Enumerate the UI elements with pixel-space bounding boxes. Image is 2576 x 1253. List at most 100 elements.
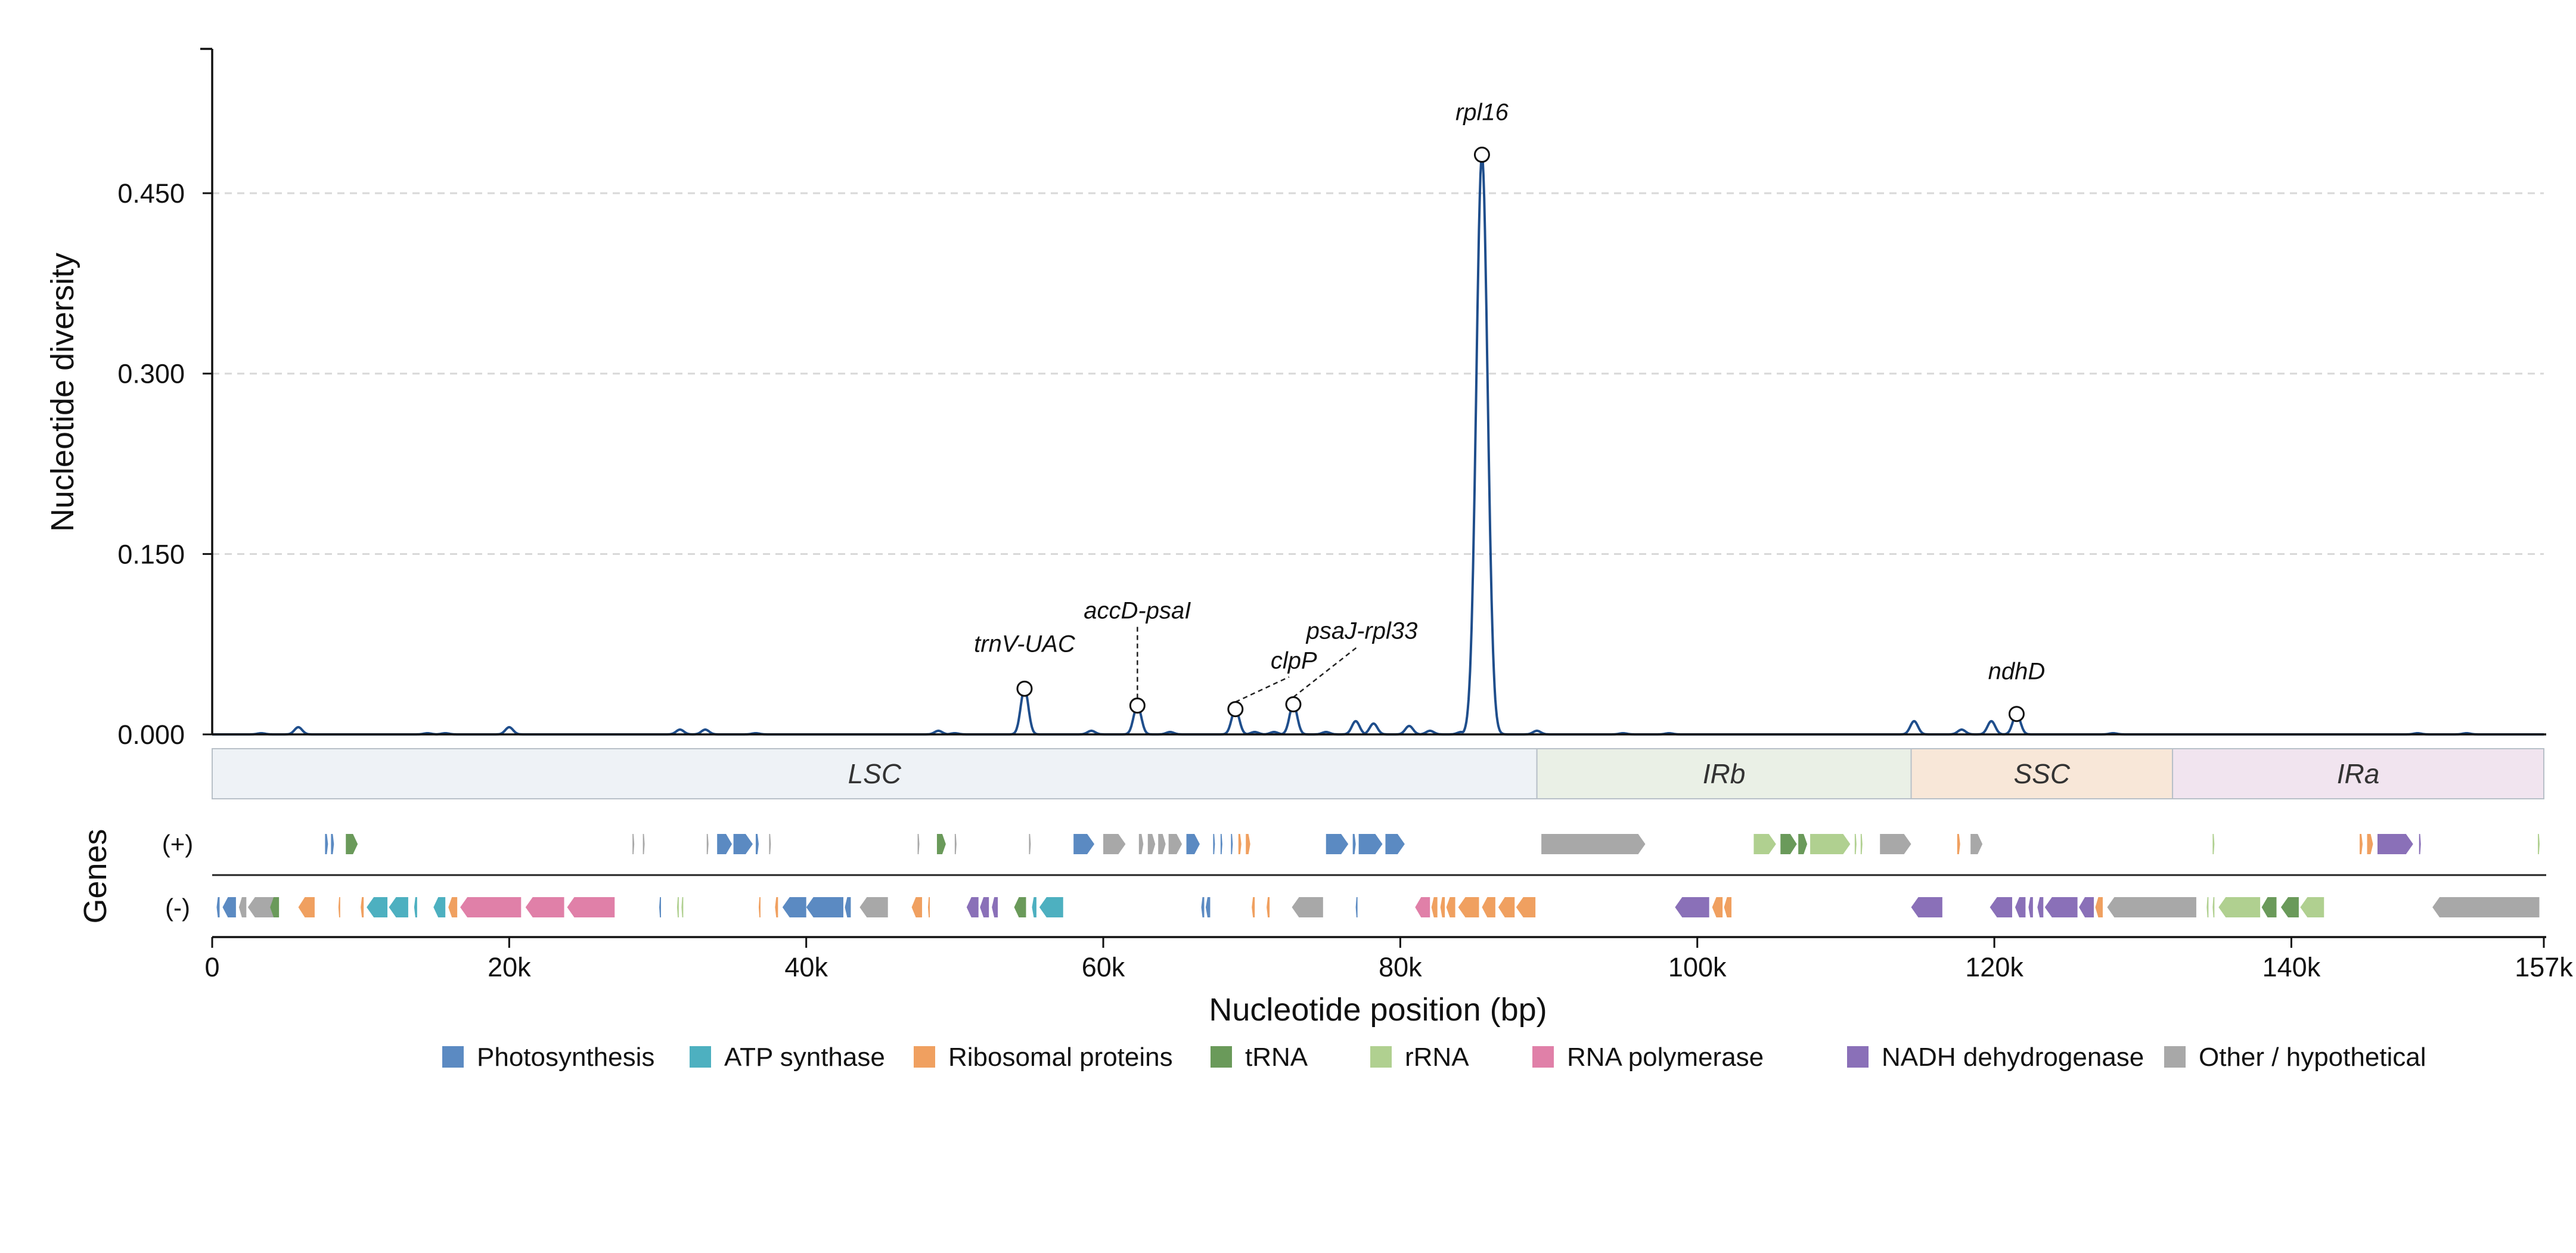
- gene-block: [954, 834, 957, 854]
- gene-block: [525, 897, 564, 917]
- x-tick-label: 157k: [2515, 952, 2573, 982]
- gene-tracks: [212, 834, 2546, 917]
- gene-block: [460, 897, 522, 917]
- gene-block: [755, 834, 759, 854]
- gene-block: [1186, 834, 1200, 854]
- region-ssc: [1910, 748, 2174, 799]
- gene-block: [222, 897, 236, 917]
- legend-entry: ATP synthase: [724, 1043, 885, 1072]
- y-tick-label: 0.150: [117, 539, 185, 569]
- legend-entry: Ribosomal proteins: [948, 1043, 1173, 1072]
- gene-block: [1292, 897, 1323, 917]
- gene-block: [2419, 834, 2421, 854]
- gene-block: [936, 834, 946, 854]
- annotation-leader: [1293, 646, 1358, 698]
- gene-block: [917, 834, 920, 854]
- region-label: SSC: [2014, 758, 2071, 789]
- gene-block: [1352, 834, 1356, 854]
- gene-block: [1753, 834, 1776, 854]
- legend-swatch: [690, 1046, 711, 1068]
- peak-marker: [1016, 680, 1033, 697]
- y-tick-label: 0.000: [117, 719, 185, 750]
- diversity-line: [212, 153, 2544, 736]
- diversity-series: [212, 153, 2544, 736]
- x-tick-label: 80k: [1379, 952, 1422, 982]
- gene-block: [1168, 834, 1183, 854]
- gene-block: [1103, 834, 1126, 854]
- gene-block: [1147, 834, 1156, 854]
- gene-block: [928, 897, 930, 917]
- gene-block: [2107, 897, 2196, 917]
- gene-block: [1712, 897, 1723, 917]
- gene-block: [1029, 834, 1031, 854]
- gene-block: [2037, 897, 2044, 917]
- peak-label: clpP: [1271, 648, 1317, 674]
- gene-block: [758, 897, 761, 917]
- peak-label: trnV-UAC: [974, 631, 1076, 657]
- gene-block: [845, 897, 851, 917]
- gene-block: [247, 897, 278, 917]
- gene-block: [1246, 834, 1250, 854]
- legend-swatch: [1370, 1046, 1392, 1068]
- gene-block: [676, 897, 679, 917]
- gene-block: [1990, 897, 2012, 917]
- legend-entry: RNA polymerase: [1567, 1043, 1764, 1072]
- gene-block: [1780, 834, 1797, 854]
- gene-block: [1482, 897, 1495, 917]
- gene-block: [367, 897, 388, 917]
- y-axis-title: Nucleotide diversity: [45, 253, 80, 532]
- legend-swatch: [2164, 1046, 2186, 1068]
- gene-block: [325, 834, 328, 854]
- gene-block: [2015, 897, 2026, 917]
- gene-block: [1358, 834, 1383, 854]
- gene-block: [1957, 834, 1960, 854]
- x-axis-title: Nucleotide position (bp): [1209, 992, 1547, 1028]
- gene-block: [717, 834, 733, 854]
- y-tick-label: 0.300: [117, 359, 185, 389]
- legend-entry: Photosynthesis: [477, 1043, 654, 1072]
- gene-block: [2218, 897, 2261, 917]
- gene-block: [1541, 834, 1646, 854]
- gene-block: [911, 897, 923, 917]
- gene-block: [1440, 897, 1445, 917]
- gene-block: [2206, 897, 2209, 917]
- gene-block: [1205, 897, 1211, 917]
- gene-block: [1854, 834, 1857, 854]
- gene-block: [2095, 897, 2103, 917]
- peak-label: psaJ-rpl33: [1306, 618, 1418, 644]
- gene-block: [2360, 834, 2363, 854]
- gene-block: [1385, 834, 1405, 854]
- region-lsc: [212, 748, 1538, 799]
- gene-block: [1039, 897, 1063, 917]
- gene-block: [1415, 897, 1430, 917]
- gene-block: [733, 834, 753, 854]
- gene-block: [1201, 897, 1205, 917]
- gene-block: [238, 897, 247, 917]
- genes-track-title: Genes: [77, 829, 113, 923]
- gene-block: [2432, 897, 2540, 917]
- axes: 0.000 0.150 0.300 0.450 0 20k 40k 60k 80k 100k 120…: [117, 48, 2573, 982]
- x-tick-label: 60k: [1082, 952, 1125, 982]
- gene-block: [1860, 834, 1863, 854]
- gene-block: [1516, 897, 1536, 917]
- peak-label: rpl16: [1455, 100, 1509, 126]
- gene-block: [2367, 834, 2373, 854]
- legend-swatch: [914, 1046, 935, 1068]
- gene-block: [769, 834, 771, 854]
- gridlines: [212, 192, 2544, 555]
- gene-block: [448, 897, 458, 917]
- x-tick-label: 140k: [2262, 952, 2321, 982]
- gene-block: [1724, 897, 1732, 917]
- region-irb: [1536, 748, 1912, 799]
- region-label: IRb: [1703, 758, 1746, 789]
- gene-block: [1213, 834, 1215, 854]
- gene-block: [992, 897, 998, 917]
- genome-regions: LSC IRb SSC IRa: [212, 748, 2544, 799]
- peak-marker: [1129, 697, 1146, 714]
- gene-block: [2044, 897, 2078, 917]
- gene-block: [567, 897, 615, 917]
- x-tick-label: 40k: [784, 952, 828, 982]
- gene-block: [1498, 897, 1515, 917]
- gene-block: [1014, 897, 1026, 917]
- legend-entry: rRNA: [1405, 1043, 1469, 1072]
